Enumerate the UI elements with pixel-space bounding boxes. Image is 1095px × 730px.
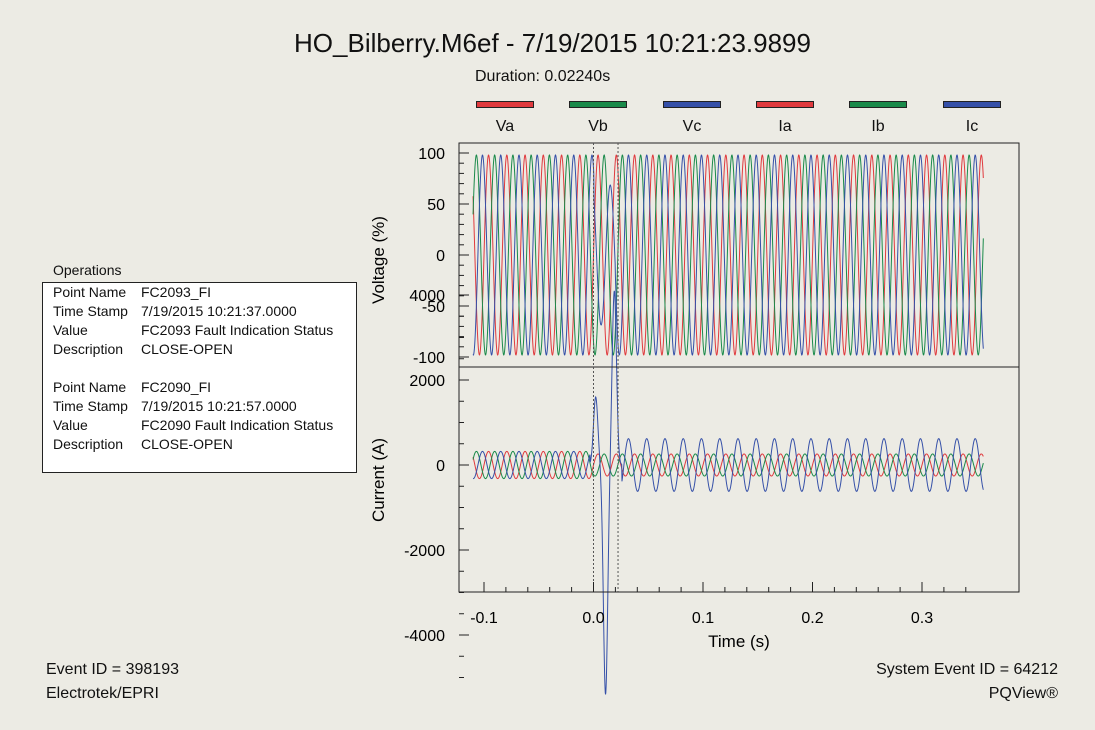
legend-label-vc: Vc (682, 118, 702, 135)
legend-label-ic: Ic (965, 118, 979, 135)
x-tick-label: 0.2 (801, 610, 823, 627)
legend-label-vb: Vb (588, 118, 608, 135)
op-key: Value (53, 322, 88, 338)
current-y-tick-label: 0 (436, 458, 445, 475)
current-y-tick-label: 2000 (409, 373, 445, 390)
op-value: FC2093 Fault Indication Status (141, 322, 334, 338)
voltage-axis-label: Voltage (%) (369, 216, 388, 304)
vendor-label: Electrotek/EPRI (46, 685, 159, 702)
legend-label-va: Va (495, 118, 515, 135)
op-value: CLOSE-OPEN (141, 341, 233, 357)
op-row-description: Description CLOSE-OPEN (53, 340, 353, 359)
chart-title: HO_Bilberry.M6ef - 7/19/2015 10:21:23.98… (294, 28, 811, 58)
duration-label: Duration: 0.02240s (475, 68, 611, 85)
voltage-trace-vb (472, 154, 984, 356)
x-tick-label: 0.0 (582, 610, 604, 627)
current-plot-frame (458, 366, 1020, 593)
op-key: Value (53, 417, 88, 433)
product-label: PQView® (988, 685, 1058, 702)
legend-item-va: Va (475, 101, 535, 136)
voltage-y-tick-label: -50 (422, 299, 445, 316)
voltage-y-tick-label: 0 (436, 248, 445, 265)
op-row-value: Value FC2093 Fault Indication Status (53, 321, 353, 340)
x-tick-label: -0.1 (470, 610, 498, 627)
op-key: Description (53, 436, 124, 452)
legend-swatch-ia (756, 101, 814, 108)
op-value: CLOSE-OPEN (141, 436, 233, 452)
legend-swatch-va (476, 101, 534, 108)
time-axis-label: Time (s) (708, 632, 770, 651)
op-key: Point Name (53, 379, 127, 395)
legend: Va Vb Vc Ia Ib Ic (0, 0, 1095, 140)
current-y-tick-label: -2000 (404, 543, 445, 560)
operations-title: Operations (53, 262, 122, 278)
legend-label-ia: Ia (778, 118, 792, 135)
op-key: Point Name (53, 284, 127, 300)
voltage-y-tick-label: 50 (427, 197, 445, 214)
current-y-tick-label: 4000 (409, 288, 445, 305)
legend-swatch-ib (849, 101, 907, 108)
op-row-point-name: Point Name FC2090_FI (53, 378, 353, 397)
current-trace-ia (472, 450, 984, 480)
legend-item-ib: Ib (848, 101, 908, 136)
legend-item-ic: Ic (942, 101, 1002, 136)
op-value: FC2090 Fault Indication Status (141, 417, 334, 433)
operation-entry: Point Name FC2093_FI Time Stamp 7/19/2015 … (53, 283, 353, 359)
voltage-y-tick-label: -100 (413, 350, 445, 367)
operation-entry: Point Name FC2090_FI Time Stamp 7/19/2015 … (53, 378, 353, 454)
legend-item-ia: Ia (755, 101, 815, 136)
legend-item-vb: Vb (568, 101, 628, 136)
legend-swatch-vc (663, 101, 721, 108)
legend-swatch-vb (569, 101, 627, 108)
current-axis-label: Current (A) (369, 438, 388, 522)
x-tick-label: 0.3 (911, 610, 933, 627)
op-row-time-stamp: Time Stamp 7/19/2015 10:21:57.0000 (53, 397, 353, 416)
voltage-trace-vc (472, 154, 984, 356)
op-value: 7/19/2015 10:21:57.0000 (141, 398, 297, 414)
op-key: Description (53, 341, 124, 357)
op-row-point-name: Point Name FC2093_FI (53, 283, 353, 302)
voltage-plot-frame (458, 142, 1020, 368)
legend-swatch-ic (943, 101, 1001, 108)
op-row-time-stamp: Time Stamp 7/19/2015 10:21:37.0000 (53, 302, 353, 321)
op-value: FC2093_FI (141, 284, 212, 300)
operations-panel: Point Name FC2093_FI Time Stamp 7/19/2015 … (42, 282, 357, 473)
current-y-tick-label: -4000 (404, 628, 445, 645)
op-row-description: Description CLOSE-OPEN (53, 435, 353, 454)
op-row-value: Value FC2090 Fault Indication Status (53, 416, 353, 435)
voltage-y-tick-label: 100 (418, 146, 445, 163)
current-trace-ib (472, 450, 984, 480)
legend-label-ib: Ib (871, 118, 885, 135)
op-key: Time Stamp (53, 398, 128, 414)
legend-item-vc: Vc (662, 101, 722, 136)
x-tick-label: 0.1 (692, 610, 714, 627)
current-trace-ic (472, 290, 984, 695)
op-key: Time Stamp (53, 303, 128, 319)
op-value: FC2090_FI (141, 379, 212, 395)
system-event-id-label: System Event ID = 64212 (876, 661, 1058, 678)
voltage-trace-va (472, 154, 984, 356)
op-value: 7/19/2015 10:21:37.0000 (141, 303, 297, 319)
event-id-label: Event ID = 398193 (46, 661, 179, 678)
